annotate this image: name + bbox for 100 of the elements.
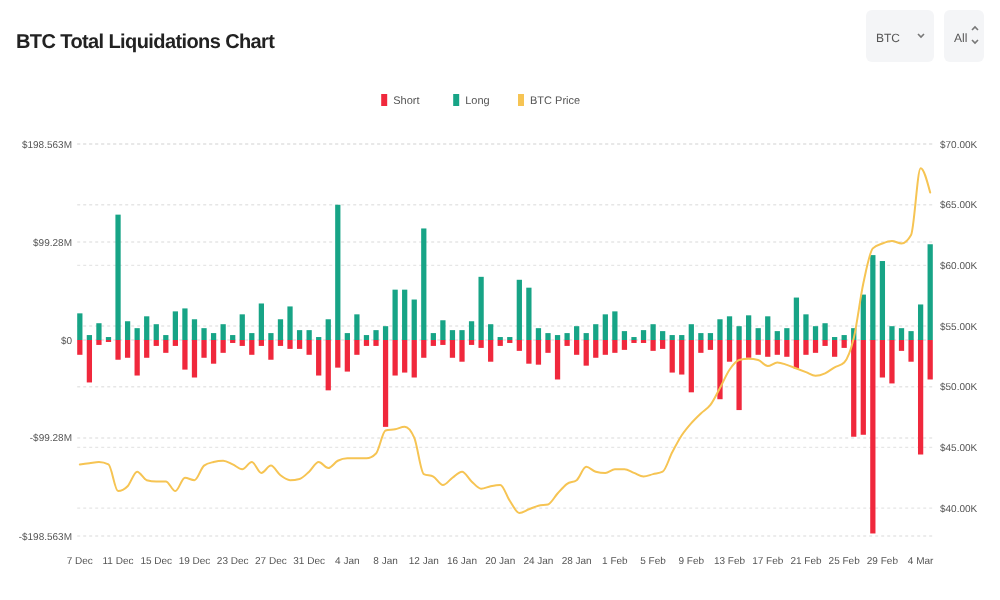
bar — [679, 340, 685, 375]
bar — [660, 331, 666, 340]
bar — [574, 326, 580, 340]
bar — [717, 340, 723, 400]
bar — [402, 289, 408, 340]
bar — [860, 340, 866, 435]
bar — [411, 340, 417, 378]
bar — [793, 297, 800, 340]
bar — [927, 244, 933, 340]
bar — [77, 313, 83, 340]
bar — [440, 320, 446, 340]
bar — [707, 340, 714, 350]
bar — [459, 330, 465, 340]
bar — [191, 319, 198, 340]
line-series — [78, 167, 932, 514]
bar — [449, 340, 456, 358]
bar — [287, 306, 293, 340]
bar — [468, 321, 475, 340]
bar — [421, 228, 427, 340]
bar — [621, 340, 628, 350]
bar — [430, 340, 436, 346]
bar — [812, 340, 819, 353]
bar — [860, 294, 866, 340]
bar — [86, 340, 93, 383]
bar — [535, 340, 542, 365]
bar — [144, 316, 150, 340]
bar — [612, 311, 618, 340]
bar — [583, 333, 589, 340]
bar — [430, 333, 436, 340]
bar — [898, 340, 905, 351]
bar — [392, 340, 398, 376]
bar — [402, 340, 408, 373]
bar — [220, 340, 226, 353]
bar — [889, 340, 895, 384]
bar — [124, 340, 131, 358]
bar — [564, 340, 570, 346]
bar — [373, 340, 379, 346]
bar — [478, 340, 484, 348]
bar — [77, 340, 83, 355]
bar — [755, 340, 761, 355]
bar — [172, 311, 178, 340]
bar — [803, 340, 809, 355]
bar — [363, 340, 370, 346]
bar — [296, 330, 303, 340]
bar — [382, 340, 389, 427]
bar — [392, 289, 398, 340]
bar — [917, 304, 924, 340]
bar — [201, 340, 207, 358]
bar — [660, 340, 666, 349]
bar — [612, 340, 618, 353]
bar — [382, 326, 389, 340]
bar — [335, 340, 341, 368]
bar — [182, 308, 188, 340]
bar — [115, 214, 121, 340]
bar — [115, 340, 121, 360]
bar — [239, 340, 245, 346]
bar — [210, 333, 217, 340]
bar — [698, 340, 704, 353]
bar — [898, 328, 905, 340]
bar — [583, 340, 589, 366]
bar — [306, 330, 312, 340]
bar — [736, 326, 742, 340]
bar — [306, 340, 312, 355]
bar — [688, 340, 694, 393]
bar — [316, 340, 322, 376]
bar — [593, 340, 599, 358]
bar — [841, 340, 847, 348]
bar — [564, 333, 570, 340]
bar — [134, 328, 140, 340]
bar — [879, 340, 886, 378]
bar — [851, 340, 857, 437]
bar — [373, 330, 379, 340]
bar — [774, 331, 780, 340]
bar — [870, 340, 876, 534]
bar — [478, 276, 484, 340]
bar — [812, 326, 819, 340]
bar — [249, 340, 255, 355]
bar — [765, 316, 771, 340]
bar — [249, 333, 255, 340]
bar — [411, 299, 417, 340]
bar — [335, 204, 341, 340]
bar — [669, 340, 675, 373]
bar — [163, 340, 169, 353]
bar — [698, 333, 704, 340]
bar — [182, 340, 188, 370]
bar — [545, 340, 551, 353]
bar — [707, 333, 714, 340]
bar — [746, 340, 752, 358]
bar — [268, 333, 274, 340]
bar — [258, 303, 264, 340]
bar — [220, 324, 226, 340]
bar — [602, 314, 608, 340]
bar — [497, 340, 503, 346]
bar — [124, 321, 131, 340]
bar — [927, 340, 933, 380]
bar — [277, 340, 284, 346]
bar — [516, 279, 522, 340]
bar — [879, 261, 886, 340]
bar — [210, 340, 217, 364]
bar — [354, 314, 360, 340]
